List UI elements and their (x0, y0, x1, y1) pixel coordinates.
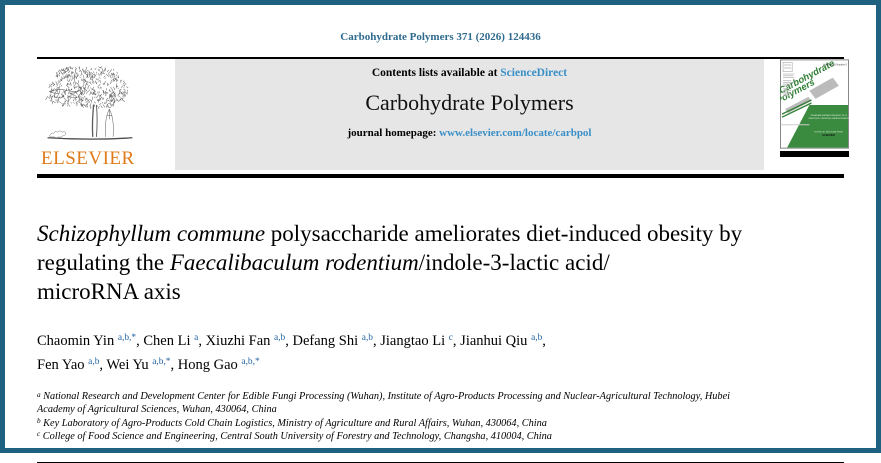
svg-text:ELSEVIER: ELSEVIER (822, 134, 835, 137)
svg-text:ORGAN AND METABOLISM EFFECTS O: ORGAN AND METABOLISM EFFECTS OF (810, 114, 848, 117)
svg-text:PREVIOUSLY UNTESTED CARBOHYDRA: PREVIOUSLY UNTESTED CARBOHYDRATES (809, 117, 849, 120)
svg-text:Volume 000 Number 0: Volume 000 Number 0 (823, 63, 848, 66)
